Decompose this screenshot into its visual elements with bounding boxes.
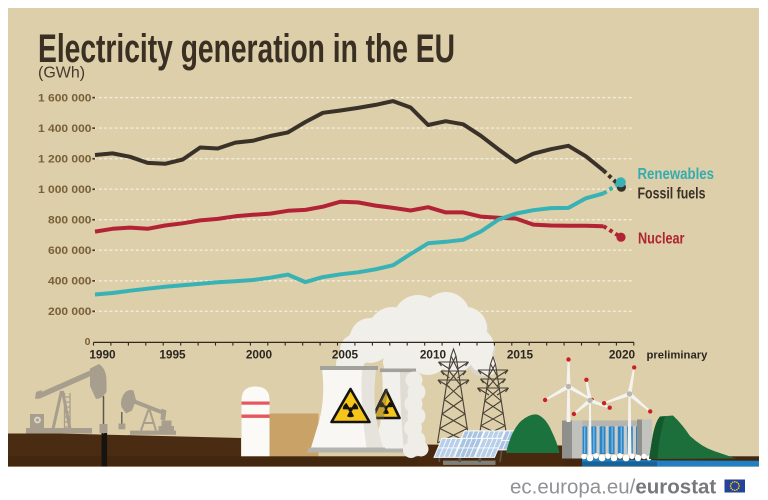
svg-text:preliminary: preliminary — [647, 349, 709, 361]
svg-text:1 000 000: 1 000 000 — [38, 184, 92, 196]
svg-text:1990: 1990 — [89, 347, 116, 361]
svg-text:1 400 000: 1 400 000 — [38, 123, 92, 135]
svg-text:Renewables: Renewables — [638, 166, 715, 183]
svg-text:1 200 000: 1 200 000 — [38, 154, 92, 166]
svg-text:Fossil fuels: Fossil fuels — [638, 186, 706, 203]
svg-text:2015: 2015 — [507, 347, 534, 361]
svg-text:2005: 2005 — [332, 347, 359, 361]
svg-text:ec.europa.eu/eurostat: ec.europa.eu/eurostat — [510, 476, 716, 499]
svg-text:(GWh): (GWh) — [38, 65, 85, 82]
svg-text:2010: 2010 — [420, 347, 447, 361]
svg-text:1995: 1995 — [159, 347, 186, 361]
svg-text:400 000: 400 000 — [48, 276, 92, 288]
svg-text:1 600 000: 1 600 000 — [38, 93, 92, 105]
svg-text:2000: 2000 — [246, 347, 273, 361]
svg-text:800 000: 800 000 — [48, 215, 92, 227]
svg-text:2020: 2020 — [609, 347, 636, 361]
svg-text:0: 0 — [85, 336, 91, 348]
svg-text:200 000: 200 000 — [48, 306, 92, 318]
svg-text:Electricity generation in the: Electricity generation in the EU — [38, 27, 455, 71]
svg-text:Nuclear: Nuclear — [638, 231, 685, 248]
svg-text:600 000: 600 000 — [48, 245, 92, 257]
